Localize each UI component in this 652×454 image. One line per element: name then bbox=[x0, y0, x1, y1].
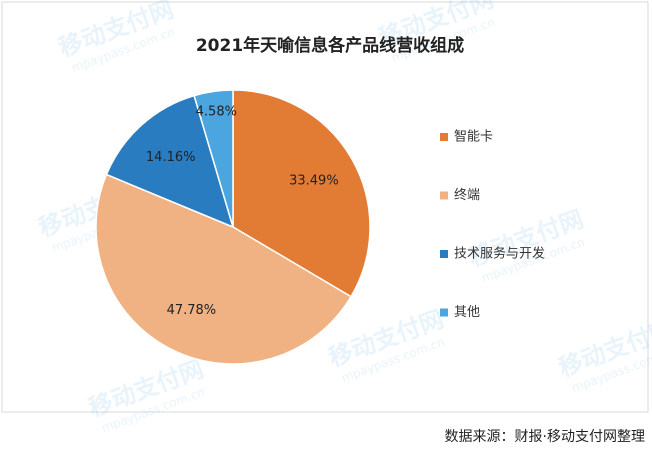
legend-label: 其他 bbox=[454, 305, 480, 320]
data-label: 14.16% bbox=[146, 150, 196, 165]
data-label: 33.49% bbox=[289, 173, 339, 188]
data-label: 4.58% bbox=[196, 104, 237, 119]
legend-label: 终端 bbox=[454, 187, 480, 203]
chart-title: 2021年天喻信息各产品线营收组成 bbox=[196, 35, 464, 56]
pie-slice bbox=[95, 173, 353, 365]
legend-swatch bbox=[440, 308, 448, 317]
pie-slice bbox=[232, 89, 371, 298]
pie-slice bbox=[193, 89, 234, 228]
legend-swatch bbox=[440, 191, 448, 200]
legend-swatch bbox=[440, 133, 448, 141]
pie-slice bbox=[105, 94, 235, 229]
legend-label: 智能卡 bbox=[454, 130, 493, 145]
data-label: 47.78% bbox=[167, 303, 217, 318]
legend-swatch bbox=[440, 250, 448, 258]
source-note: 数据来源：财报·移动支付网整理 bbox=[445, 429, 645, 445]
legend-label: 技术服务与开发 bbox=[454, 246, 545, 262]
